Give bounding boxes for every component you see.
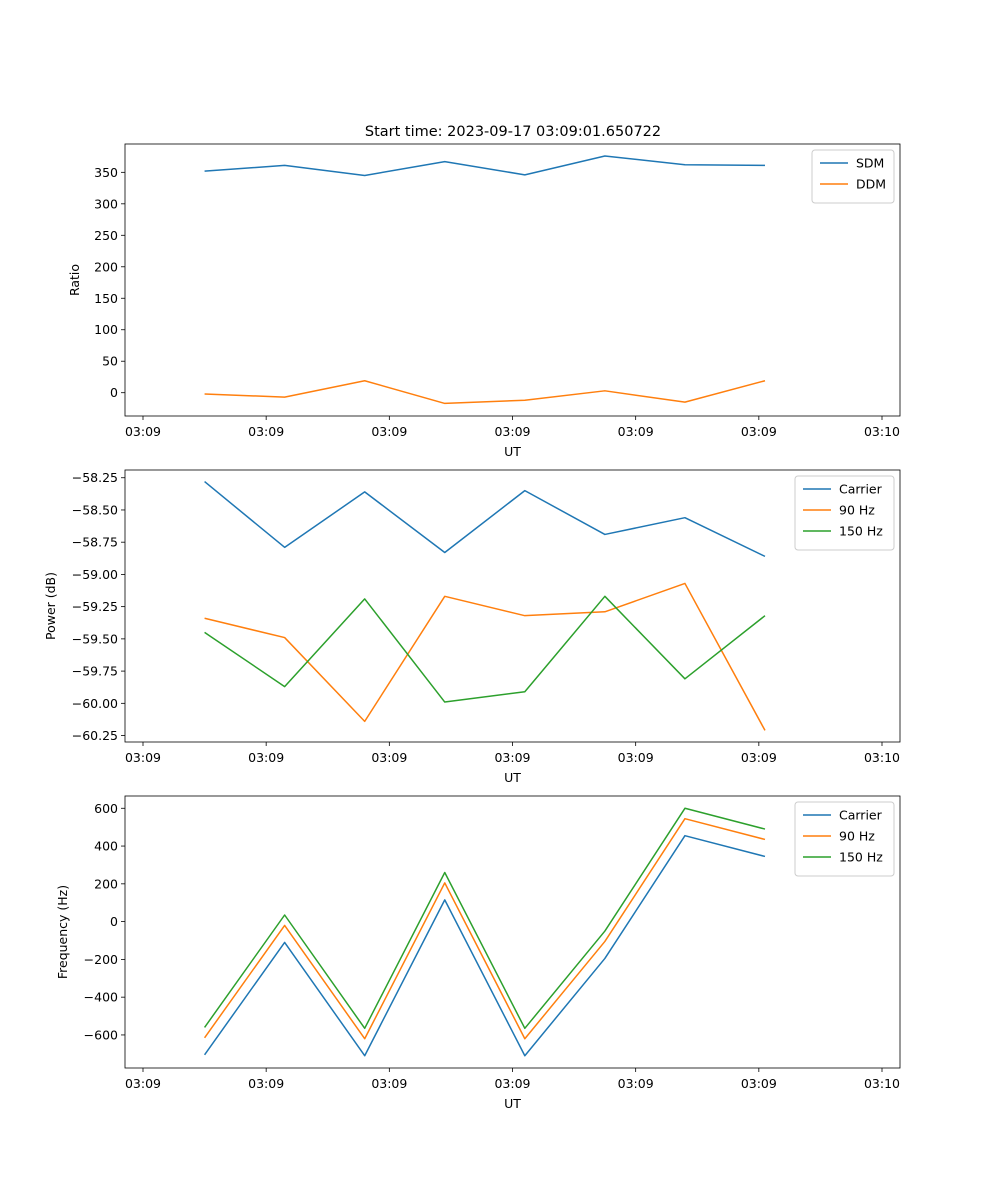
chart-panel-2: 03:09 03:09 03:09 03:09 03:09 03:09 03:10 UT −60… [43,469,901,785]
y-tick-label: −58.50 [72,502,118,517]
x-tick-label: 03:09 [371,750,407,765]
y-axis-label: Power (dB) [43,572,58,640]
y-tick-label: 0 [110,914,118,929]
x-tick-label: 03:09 [125,750,161,765]
legend-label: 150 Hz [839,524,883,539]
x-tick-label: 03:09 [494,424,530,439]
series-line-carrier [204,481,766,558]
x-tick-label: 03:09 [494,1076,530,1091]
y-tick-label: −59.25 [72,599,118,614]
y-axis-label: Frequency (Hz) [55,885,70,979]
x-tick-label: 03:10 [864,1076,900,1091]
y-tick-label: −200 [84,952,118,967]
y-tick-label: 400 [94,839,118,854]
x-tick-label: 03:09 [741,424,777,439]
y-tick-label: −59.00 [72,567,118,582]
x-tick-label: 03:09 [371,1076,407,1091]
panels: 03:09 03:09 03:09 03:09 03:09 03:09 03:10 UT 0 50… [43,143,901,1111]
x-tick-label: 03:09 [248,750,284,765]
series-line-ddm [204,379,766,405]
x-tick-label: 03:09 [618,424,654,439]
series-line-90-hz [204,582,766,731]
legend: Carrier 90 Hz 150 Hz [794,801,895,877]
x-tick-label: 03:09 [494,750,530,765]
y-tick-label: 50 [102,354,118,369]
y-tick-label: 350 [94,165,118,180]
y-tick-label: 250 [94,228,118,243]
legend-label: Carrier [839,808,883,823]
y-tick-label: −60.25 [72,728,118,743]
y-tick-label: 200 [94,259,118,274]
series-line-90-hz [203,817,766,1040]
series-line-carrier [203,834,766,1057]
y-tick-label: 0 [110,385,118,400]
y-tick-label: −400 [84,990,118,1005]
x-tick-label: 03:09 [125,1076,161,1091]
y-tick-label: 300 [94,196,118,211]
y-tick-label: 200 [94,876,118,891]
legend-label: 150 Hz [839,850,883,865]
legend-label: 90 Hz [839,503,875,518]
series-line-sdm [204,155,765,177]
series-line-150-hz [204,595,766,703]
y-tick-label: 100 [94,322,118,337]
x-tick-label: 03:09 [741,1076,777,1091]
x-tick-label: 03:10 [864,750,900,765]
x-axis-label: UT [504,1096,521,1111]
x-axis-label: UT [504,770,521,785]
x-tick-label: 03:10 [864,424,900,439]
y-tick-label: −58.75 [72,535,118,550]
y-tick-label: −59.50 [72,631,118,646]
y-axis-label: Ratio [67,264,82,296]
x-tick-label: 03:09 [371,424,407,439]
chart-panel-3: 03:09 03:09 03:09 03:09 03:09 03:09 03:10 UT −60… [55,795,901,1111]
legend-label: DDM [856,177,886,192]
y-tick-label: −58.25 [72,470,118,485]
y-tick-label: −600 [84,1027,118,1042]
series-line-150-hz [203,807,766,1030]
x-tick-label: 03:09 [618,750,654,765]
x-axis-label: UT [504,444,521,459]
legend-label: Carrier [839,482,883,497]
y-tick-label: 600 [94,801,118,816]
legend: Carrier 90 Hz 150 Hz [794,475,895,551]
legend-label: 90 Hz [839,829,875,844]
legend-label: SDM [856,156,884,171]
x-tick-label: 03:09 [741,750,777,765]
x-tick-label: 03:09 [248,424,284,439]
x-tick-label: 03:09 [125,424,161,439]
figure-title: Start time: 2023-09-17 03:09:01.650722 [365,124,661,140]
x-tick-label: 03:09 [618,1076,654,1091]
y-tick-label: 150 [94,291,118,306]
y-tick-label: −60.00 [72,696,118,711]
x-tick-label: 03:09 [248,1076,284,1091]
chart-panel-1: 03:09 03:09 03:09 03:09 03:09 03:09 03:10 UT 0 50… [67,143,901,459]
y-tick-label: −59.75 [72,664,118,679]
legend: SDM DDM [811,149,895,204]
